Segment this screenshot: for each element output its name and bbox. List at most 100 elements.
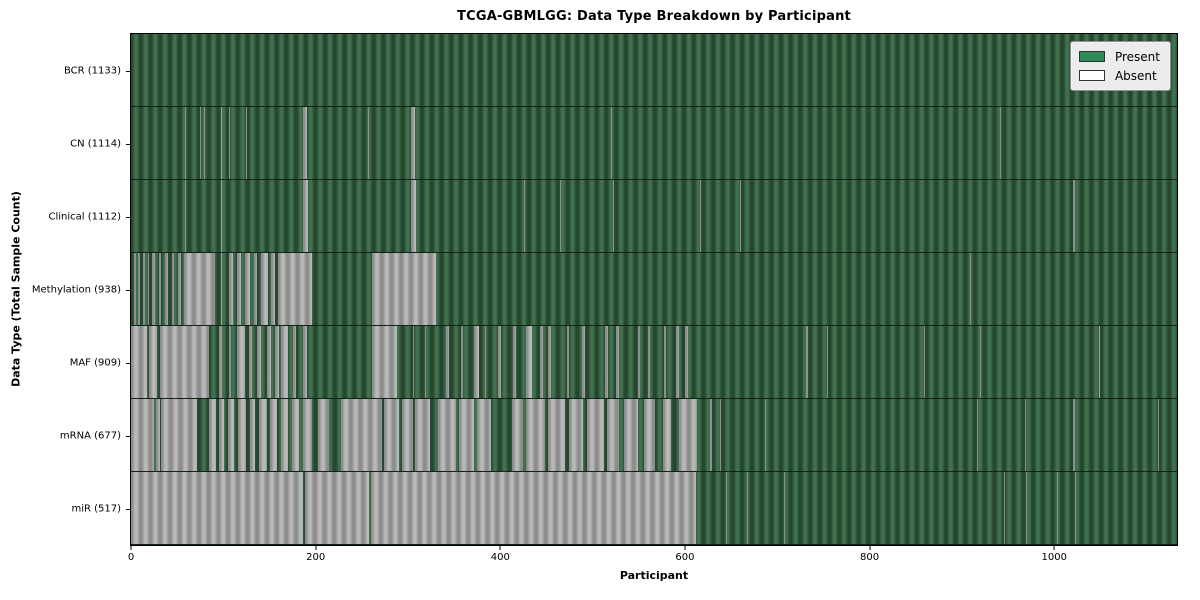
absent-stripe: [568, 399, 584, 471]
absent-stripe: [371, 472, 696, 544]
absent-stripe: [513, 326, 516, 398]
absent-stripe: [924, 326, 925, 398]
absent-stripe: [623, 399, 638, 471]
absent-stripe: [607, 399, 620, 471]
absent-stripe: [662, 399, 672, 471]
absent-stripe: [183, 253, 215, 325]
absent-stripe: [1024, 399, 1026, 471]
absent-stripe: [266, 326, 272, 398]
data-row-MAF: [131, 326, 1177, 399]
absent-stripe: [244, 253, 251, 325]
absent-stripe: [740, 180, 742, 252]
absent-stripe: [371, 326, 397, 398]
absent-stripe: [152, 253, 155, 325]
absent-stripe: [208, 399, 216, 471]
absent-stripe: [131, 326, 147, 398]
absent-stripe: [228, 107, 230, 179]
y-tick-mark: [126, 435, 130, 437]
absent-stripe: [548, 399, 565, 471]
absent-stripe: [161, 399, 198, 471]
absent-stripe: [401, 399, 413, 471]
x-tick-mark: [1053, 546, 1055, 550]
absent-stripe: [246, 107, 248, 179]
absent-stripe: [304, 472, 370, 544]
absent-stripe: [615, 326, 620, 398]
present-swatch-icon: [1078, 51, 1105, 62]
plot-area: Present Absent BCR (1133) CN (1114) Clinic…: [32, 33, 1178, 563]
absent-stripe: [637, 326, 640, 398]
legend-item-present: Present: [1078, 47, 1160, 66]
absent-stripe: [165, 253, 168, 325]
absent-stripe: [218, 399, 225, 471]
absent-stripe: [185, 180, 187, 252]
absent-stripe: [415, 399, 431, 471]
absent-stripe: [445, 326, 449, 398]
absent-stripe: [1157, 399, 1159, 471]
absent-stripe: [277, 253, 312, 325]
absent-stripe: [684, 326, 688, 398]
absent-stripe: [587, 399, 604, 471]
absent-stripe: [560, 180, 562, 252]
absent-stripe: [663, 326, 667, 398]
y-tick-mark: [126, 508, 130, 510]
x-tick-label: 200: [306, 552, 326, 563]
legend-item-absent: Absent: [1078, 66, 1160, 85]
y-tick-label: miR (517): [71, 503, 121, 514]
y-tick-label: CN (1114): [70, 138, 121, 149]
absent-stripe: [148, 326, 157, 398]
absent-stripe: [498, 326, 502, 398]
absent-stripe: [218, 326, 223, 398]
absent-stripe: [679, 399, 697, 471]
absent-stripe: [249, 326, 252, 398]
x-tick-mark: [315, 546, 317, 550]
absent-stripe: [458, 399, 475, 471]
absent-stripe: [1004, 472, 1006, 544]
absent-stripe: [976, 399, 978, 471]
absent-stripe: [526, 399, 545, 471]
absent-stripe: [1072, 399, 1075, 471]
absent-stripe: [238, 399, 247, 471]
absent-stripe: [970, 253, 972, 325]
y-tick-mark: [126, 216, 130, 218]
absent-swatch-icon: [1078, 70, 1105, 81]
absent-stripe: [138, 253, 141, 325]
absent-stripe: [302, 326, 308, 398]
y-tick-mark: [126, 143, 130, 145]
absent-stripe: [1074, 472, 1077, 544]
absent-stripe: [526, 326, 532, 398]
absent-stripe: [644, 399, 656, 471]
absent-stripe: [611, 107, 612, 179]
y-tick-label: Methylation (938): [31, 284, 121, 295]
absent-stripe: [410, 180, 417, 252]
data-row-Methylation: [131, 253, 1177, 326]
absent-stripe: [302, 107, 308, 179]
x-tick-label: 800: [860, 552, 880, 563]
legend-label-present: Present: [1114, 49, 1160, 64]
absent-stripe: [253, 253, 258, 325]
x-tick-label: 0: [127, 552, 135, 563]
absent-stripe: [539, 326, 543, 398]
absent-stripe: [805, 326, 808, 398]
absent-stripe: [171, 253, 175, 325]
absent-stripe: [237, 253, 241, 325]
absent-stripe: [302, 399, 312, 471]
absent-stripe: [548, 326, 552, 398]
absent-stripe: [460, 326, 464, 398]
absent-stripe: [424, 326, 427, 398]
absent-stripe: [1025, 472, 1027, 544]
absent-stripe: [220, 180, 222, 252]
absent-stripe: [524, 180, 526, 252]
legend-label-absent: Absent: [1114, 68, 1157, 83]
absent-stripe: [318, 399, 329, 471]
absent-stripe: [647, 326, 650, 398]
absent-stripe: [675, 326, 680, 398]
data-row-BCR: [131, 34, 1177, 107]
y-tick-label: BCR (1133): [63, 65, 121, 76]
x-tick-mark: [684, 546, 686, 550]
absent-stripe: [1098, 326, 1100, 398]
absent-stripe: [270, 399, 277, 471]
y-tick-label: MAF (909): [69, 357, 121, 368]
absent-stripe: [228, 326, 231, 398]
y-tick-mark: [126, 70, 130, 72]
